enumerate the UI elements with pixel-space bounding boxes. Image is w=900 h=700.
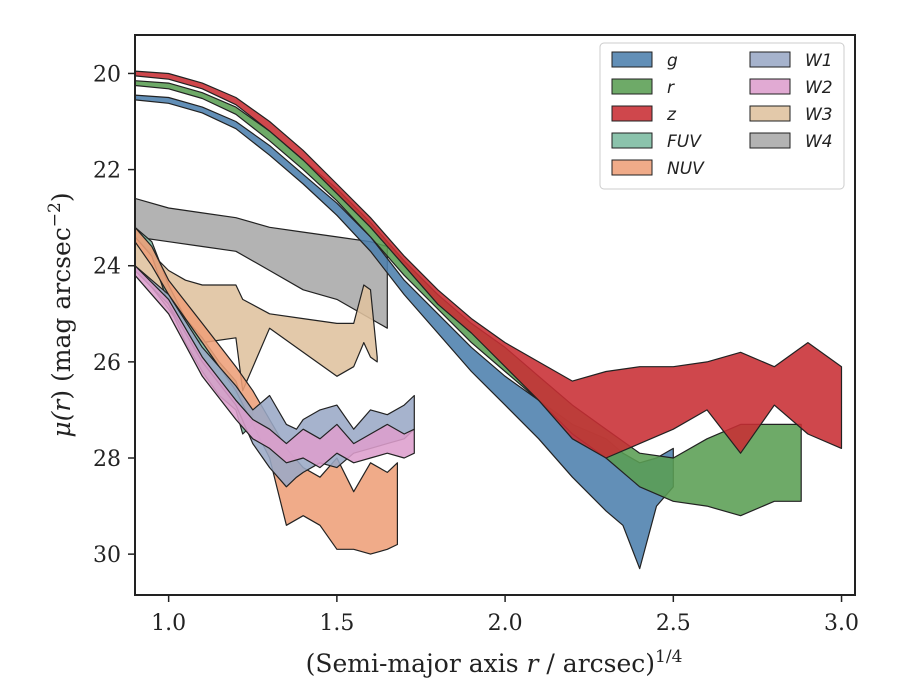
x-tick-label: 2.0 bbox=[488, 611, 523, 636]
x-axis-ticks: 1.0 1.5 2.0 2.5 3.0 bbox=[151, 595, 859, 636]
y-tick-label: 22 bbox=[93, 159, 121, 184]
y-tick-label: 24 bbox=[93, 255, 121, 280]
legend-swatch-fuv bbox=[611, 132, 653, 149]
legend-label-r: r bbox=[667, 78, 675, 98]
legend-label-w2: W2 bbox=[805, 78, 833, 98]
legend: grz FUV NUV W1 W2 W3 W4 bbox=[599, 42, 845, 190]
legend-label-w4: W4 bbox=[805, 132, 833, 152]
y-tick-label: 28 bbox=[93, 447, 121, 472]
legend-label-w1: W1 bbox=[805, 51, 833, 71]
y-tick-label: 30 bbox=[93, 543, 121, 568]
series-band-w4 bbox=[135, 197, 388, 329]
y-tick-label: 26 bbox=[93, 351, 121, 376]
legend-swatch-r bbox=[611, 78, 653, 95]
x-tick-label: 1.0 bbox=[151, 611, 186, 636]
legend-swatch-z bbox=[611, 105, 653, 122]
legend-swatch-w4 bbox=[749, 132, 791, 149]
legend-label-g: g bbox=[667, 51, 678, 71]
y-axis-label: μ(r) (mag arcsec−2) bbox=[45, 192, 76, 437]
legend-swatch-nuv bbox=[611, 159, 653, 176]
x-tick-label: 3.0 bbox=[824, 611, 859, 636]
legend-label-fuv: FUV bbox=[667, 132, 702, 152]
legend-label-w3: W3 bbox=[805, 105, 833, 125]
legend-swatch-w3 bbox=[749, 105, 791, 122]
legend-swatch-g bbox=[611, 51, 653, 68]
series-band-w2 bbox=[135, 265, 415, 469]
x-tick-label: 1.5 bbox=[319, 611, 354, 636]
legend-label-z: z bbox=[666, 105, 677, 125]
series-band-z bbox=[135, 70, 843, 459]
x-tick-label: 2.5 bbox=[656, 611, 691, 636]
plot-frame bbox=[134, 34, 856, 596]
y-axis-ticks: 20 22 24 26 28 30 bbox=[93, 62, 135, 568]
legend-swatch-w1 bbox=[749, 51, 791, 68]
x-axis-label: (Semi-major axis r / arcsec)1/4 bbox=[306, 647, 683, 678]
legend-label-nuv: NUV bbox=[667, 159, 705, 179]
legend-swatch-w2 bbox=[749, 78, 791, 95]
series-layer bbox=[135, 70, 843, 570]
y-tick-label: 20 bbox=[93, 62, 121, 87]
